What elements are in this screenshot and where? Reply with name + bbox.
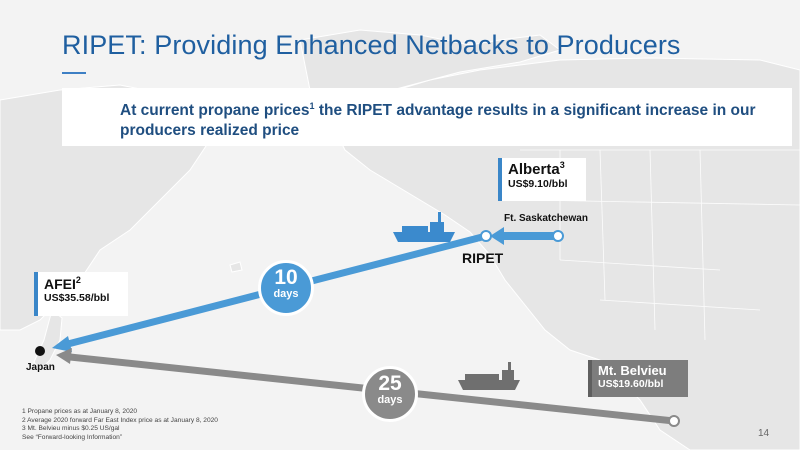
- gulf-days-badge: 25 days: [362, 366, 418, 422]
- page-number: 14: [758, 428, 770, 439]
- footnote-forward-looking-link[interactable]: See “Forward-looking Information”: [22, 433, 123, 441]
- alberta-feeder-arrowhead: [490, 227, 504, 245]
- alberta-price: US$9.10/bbl: [508, 178, 568, 190]
- afei-price: US$35.58/bbl: [44, 292, 110, 304]
- pacific-days-unit: days: [273, 288, 299, 300]
- alberta-label: Alberta: [508, 161, 560, 178]
- page-title: RIPET: Providing Enhanced Netbacks to Pr…: [62, 30, 681, 60]
- footnote-2: 2 Average 2020 forward Far East Index pr…: [22, 416, 218, 424]
- mt-belvieu-node: [668, 415, 680, 427]
- headline-text: At current propane prices1 the RIPET adv…: [120, 101, 756, 140]
- title-underline: [62, 72, 86, 74]
- gulf-route-arrowhead: [56, 348, 72, 364]
- afei-label: AFEI: [44, 276, 76, 292]
- footnote-ref-3: 3: [559, 160, 565, 170]
- alberta-price-box: Alberta3 US$9.10/bbl: [498, 158, 586, 201]
- footnote-1: 1 Propane prices as at January 8, 2020: [22, 408, 138, 415]
- mt-belvieu-price-box: Mt. Belvieu US$19.60/bbl: [588, 360, 688, 397]
- blue-ship-icon: [393, 212, 455, 242]
- mt-belvieu-price: US$19.60/bbl: [598, 378, 664, 390]
- headline-banner: At current propane prices1 the RIPET adv…: [62, 88, 792, 146]
- ft-saskatchewan-node: [552, 230, 564, 242]
- gulf-days-unit: days: [377, 394, 403, 406]
- grey-ship-icon: [458, 362, 520, 390]
- footnote-ref-1: 1: [309, 101, 315, 111]
- ripet-label: RIPET: [462, 250, 504, 266]
- afei-price-box: AFEI2 US$35.58/bbl: [34, 272, 128, 316]
- ripet-node: [480, 230, 492, 242]
- japan-node: [35, 346, 45, 356]
- pacific-days-number: 10: [274, 266, 298, 289]
- ft-saskatchewan-label: Ft. Saskatchewan: [504, 213, 588, 224]
- pacific-route-arrowhead: [52, 336, 72, 352]
- gulf-days-number: 25: [378, 372, 402, 395]
- footnotes: 1 Propane prices as at January 8, 2020 2…: [22, 408, 218, 442]
- pacific-days-badge: 10 days: [258, 260, 314, 316]
- footnote-ref-2: 2: [75, 275, 81, 285]
- japan-label: Japan: [26, 362, 55, 373]
- footnote-3: 3 Mt. Belvieu minus $0.25 US/gal: [22, 425, 120, 433]
- mt-belvieu-label: Mt. Belvieu: [598, 363, 667, 378]
